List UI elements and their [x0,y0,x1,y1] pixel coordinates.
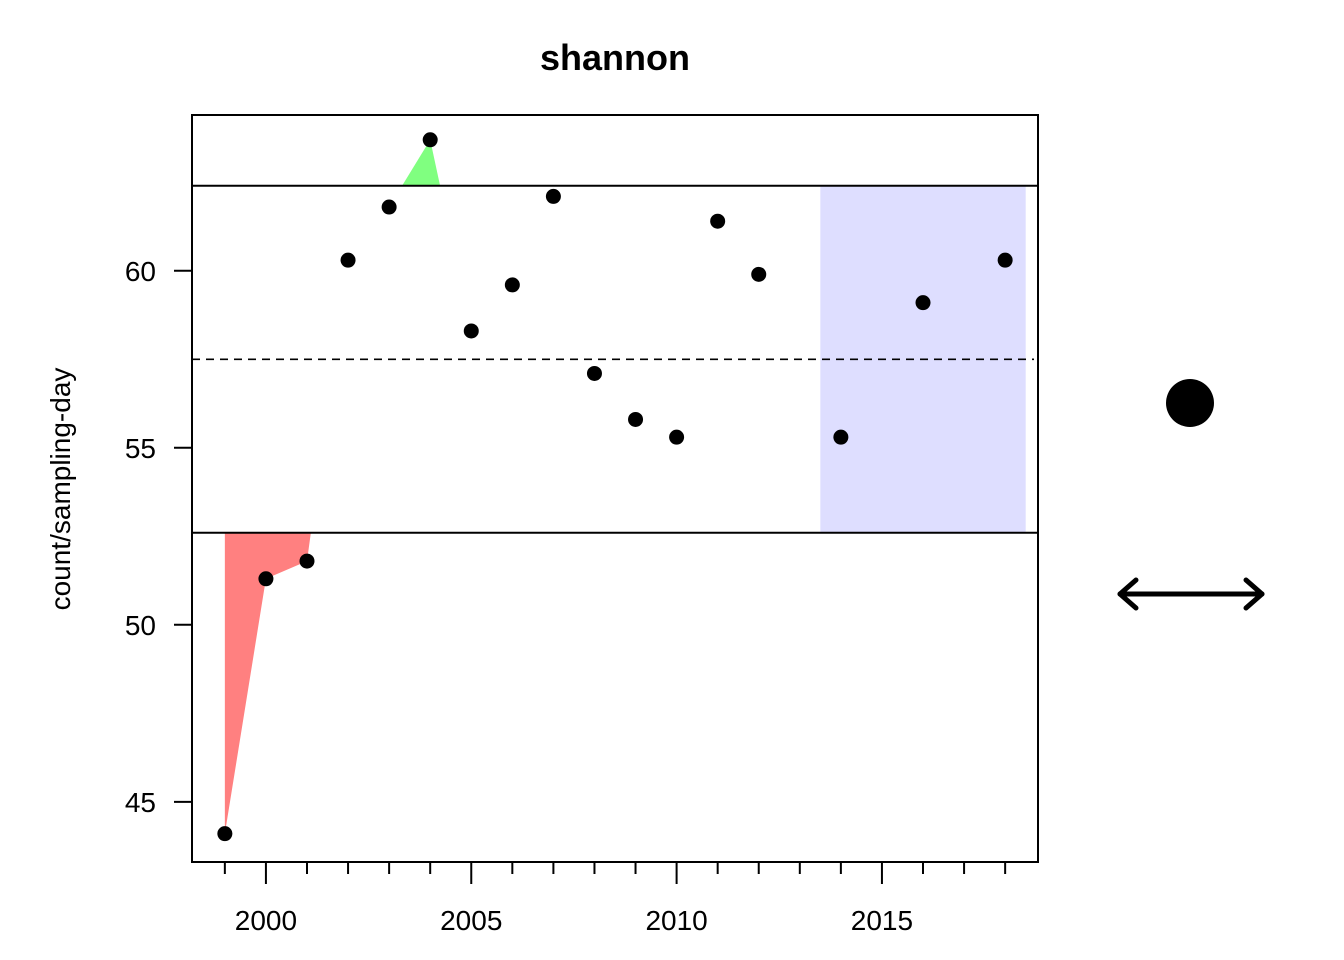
below-threshold-fill [224,532,311,834]
data-point [628,411,644,427]
data-point [217,826,233,842]
data-point [422,132,438,148]
y-tick-label: 50 [125,610,156,641]
y-tick-label: 55 [125,433,156,464]
data-point [299,553,315,569]
x-tick-label: 2010 [645,905,707,936]
plot-frame [191,114,1039,863]
x-tick-label: 2000 [235,905,297,936]
y-tick-label: 60 [125,256,156,287]
data-point [997,252,1013,268]
data-point [340,252,356,268]
data-point [833,429,849,445]
above-threshold-fill [402,139,441,186]
data-point [381,199,397,215]
data-point [586,365,602,381]
data-point [915,295,931,311]
x-tick-label: 2005 [440,905,502,936]
data-point [669,429,685,445]
data-point [504,277,520,293]
data-point [463,323,479,339]
x-tick-label: 2015 [851,905,913,936]
y-axis-label: count/sampling-day [45,368,76,611]
y-tick-label: 45 [125,787,156,818]
legend [1117,379,1265,611]
plot-area: 45 50 55 60 2000 2005 2010 2015 [125,114,1039,936]
data-point [258,571,274,587]
data-point [545,188,561,204]
data-point [710,213,726,229]
filled-circle-icon [1166,379,1214,427]
double-arrow-icon [1117,577,1265,611]
chart-title: shannon [540,37,690,78]
data-point [751,266,767,282]
